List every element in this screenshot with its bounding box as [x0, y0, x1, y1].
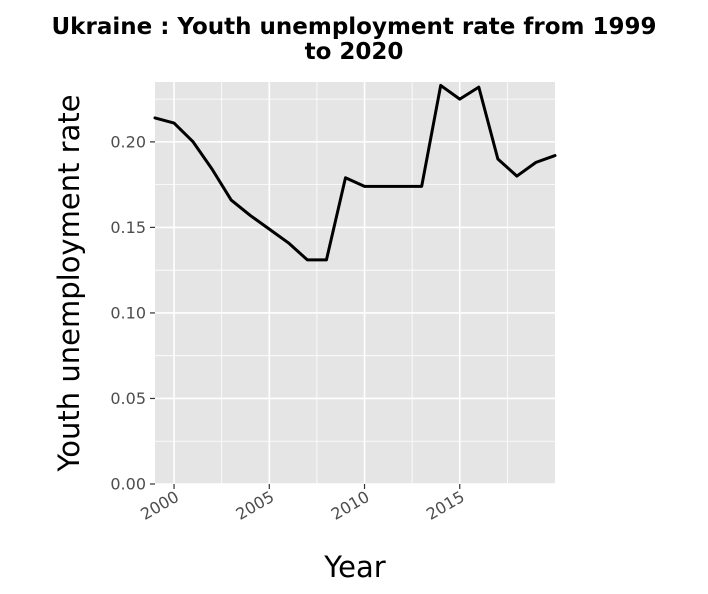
- y-tick-label: 0.00: [110, 475, 146, 494]
- x-tick-label: 2015: [423, 487, 468, 524]
- y-tick-label: 0.15: [110, 218, 146, 237]
- y-tick-label: 0.05: [110, 389, 146, 408]
- x-tick-label: 2010: [328, 487, 373, 524]
- x-axis-title: Year: [323, 550, 385, 584]
- chart-title-line-1: Ukraine : Youth unemployment rate from 1…: [52, 14, 657, 40]
- y-tick-label: 0.10: [110, 303, 146, 322]
- y-tick-label: 0.20: [110, 132, 146, 151]
- y-axis-ticks: 0.00 0.05 0.10 0.15 0.20: [110, 132, 155, 494]
- chart-title-line-2: to 2020: [305, 39, 404, 65]
- y-axis-title: Youth unemployment rate: [52, 94, 86, 472]
- x-tick-label: 2005: [233, 487, 278, 524]
- x-axis-ticks: 2000 2005 2010 2015: [137, 484, 468, 524]
- series-line: [153, 83, 557, 262]
- grid-lines: [155, 82, 555, 485]
